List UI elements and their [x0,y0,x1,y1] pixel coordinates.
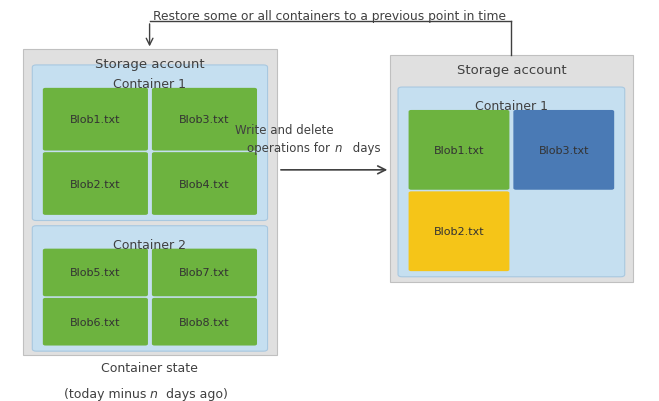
Text: Blob3.txt: Blob3.txt [179,115,230,125]
Text: n: n [150,387,158,400]
Text: days: days [349,142,380,155]
Text: Blob3.txt: Blob3.txt [538,146,589,156]
Text: Container 1: Container 1 [475,100,548,113]
FancyBboxPatch shape [398,88,625,277]
Text: Container 2: Container 2 [113,239,186,251]
FancyBboxPatch shape [152,153,257,215]
Text: Blob1.txt: Blob1.txt [434,146,484,156]
Text: Container state: Container state [101,361,198,374]
Text: Blob2.txt: Blob2.txt [434,227,484,237]
FancyBboxPatch shape [43,298,148,346]
FancyBboxPatch shape [152,89,257,151]
Text: Storage account: Storage account [457,64,566,77]
FancyBboxPatch shape [32,226,268,351]
FancyBboxPatch shape [152,249,257,297]
Text: Blob7.txt: Blob7.txt [179,268,230,278]
Text: (today minus: (today minus [63,387,150,400]
Text: Write and delete
operations for: Write and delete operations for [235,124,334,154]
Bar [23,50,277,355]
Text: n: n [334,142,341,155]
Text: Blob8.txt: Blob8.txt [179,317,230,327]
Text: Blob6.txt: Blob6.txt [70,317,121,327]
Text: Blob5.txt: Blob5.txt [70,268,121,278]
FancyBboxPatch shape [152,298,257,346]
FancyBboxPatch shape [43,89,148,151]
FancyBboxPatch shape [513,111,614,190]
Text: Blob1.txt: Blob1.txt [70,115,121,125]
Text: Storage account: Storage account [95,58,205,71]
FancyBboxPatch shape [43,249,148,297]
Text: Container 1: Container 1 [113,78,186,91]
Text: Blob4.txt: Blob4.txt [179,179,230,189]
Text: Restore some or all containers to a previous point in time: Restore some or all containers to a prev… [153,10,506,23]
FancyBboxPatch shape [32,66,268,221]
Bar [390,56,633,283]
FancyBboxPatch shape [409,111,509,190]
FancyBboxPatch shape [43,153,148,215]
Text: days ago): days ago) [162,387,227,400]
FancyBboxPatch shape [409,192,509,271]
Text: Blob2.txt: Blob2.txt [70,179,121,189]
